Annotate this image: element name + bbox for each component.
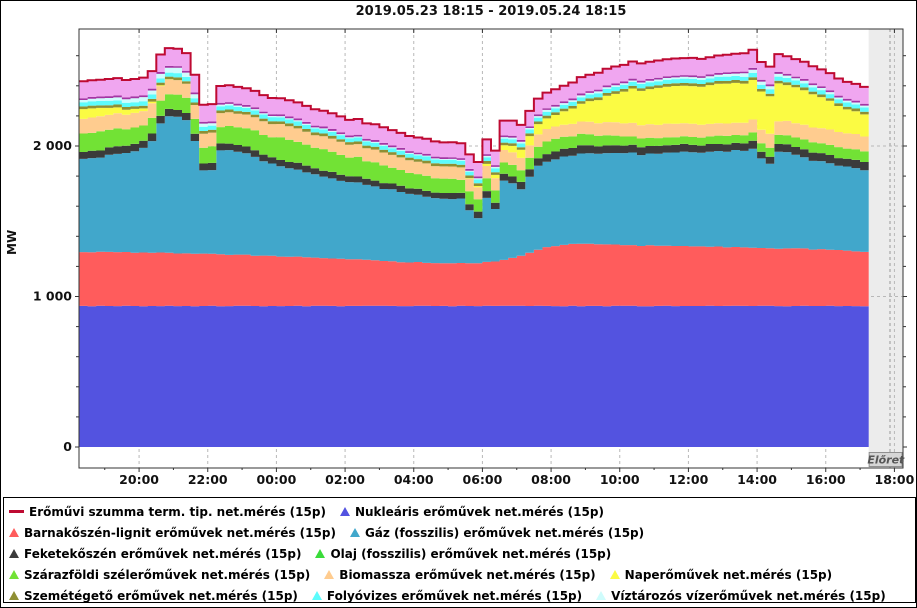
legend-item: Nukleáris erőművek net.mérés (15p) — [339, 501, 604, 522]
legend-label: Barnakőszén-lignit erőművek net.mérés (1… — [24, 525, 336, 540]
plot-border — [78, 28, 904, 469]
legend-label: Szemétégető erőművek net.mérés (15p) — [24, 588, 298, 603]
area-series — [79, 305, 869, 447]
legend-item: Feketekőszén erőművek net.mérés (15p) — [9, 543, 301, 564]
area-series — [79, 116, 869, 264]
y-tick-label: 0 — [63, 439, 72, 454]
x-tick-label: 20:00 — [119, 472, 159, 487]
legend-item: Olaj (fosszilis) erőművek net.mérés (15p… — [315, 543, 611, 564]
stacked-areas — [79, 48, 869, 447]
x-tick-label: 22:00 — [188, 472, 228, 487]
legend-item: Szemétégető erőművek net.mérés (15p) — [9, 585, 298, 606]
legend-area-marker-icon — [349, 528, 360, 537]
legend-label: Biomassza erőművek net.mérés (15p) — [339, 567, 596, 582]
area-series — [79, 79, 869, 188]
legend-item: Víztározós vízerőművek net.mérés (15p) — [596, 585, 886, 606]
legend-area-marker-icon — [339, 507, 350, 516]
legend-label: Olaj (fosszilis) erőművek net.mérés (15p… — [330, 546, 612, 561]
legend-label: Erőművi szumma term. tip. net.mérés (15p… — [29, 504, 326, 519]
x-tick-label: 06:00 — [463, 472, 503, 487]
legend-label: Naperőművek net.mérés (15p) — [624, 567, 833, 582]
x-tick-label: 14:00 — [737, 472, 777, 487]
x-tick-label: 08:00 — [531, 472, 571, 487]
legend-area-marker-icon — [596, 591, 607, 600]
legend-label: Szárazföldi szélerőművek net.mérés (15p) — [24, 567, 311, 582]
legend-line-marker-icon — [9, 510, 24, 513]
production-chart[interactable]: 20:00 22:00 00:00 02:00 04:00 06:00 08:00 10:00… — [1, 1, 917, 495]
legend-item: Biomassza erőművek net.mérés (15p) — [324, 564, 596, 585]
legend-item: Barnakőszén-lignit erőművek net.mérés (1… — [9, 522, 336, 543]
area-series — [79, 48, 869, 177]
legend: Erőművi szumma term. tip. net.mérés (15p… — [3, 497, 916, 603]
y-tick-label: 1 000 — [33, 289, 72, 304]
legend-label: Folyóvizes erőművek net.mérés (15p) — [326, 588, 583, 603]
legend-label: Feketekőszén erőművek net.mérés (15p) — [24, 546, 302, 561]
legend-label: Nukleáris erőművek net.mérés (15p) — [354, 504, 604, 519]
legend-label: Víztározós vízerőművek net.mérés (15p) — [611, 588, 886, 603]
legend-area-marker-icon — [609, 570, 620, 579]
x-tick-label: 18:00 — [875, 472, 915, 487]
x-tick-label: 12:00 — [669, 472, 709, 487]
x-tick-label: 00:00 — [257, 472, 297, 487]
chart-title: 2019.05.23 18:15 - 2019.05.24 18:15 — [355, 4, 627, 19]
legend-area-marker-icon — [315, 549, 326, 558]
x-tick-label: 02:00 — [325, 472, 365, 487]
legend-area-marker-icon — [9, 570, 19, 579]
legend-area-marker-icon — [9, 528, 19, 537]
area-series — [79, 94, 869, 212]
legend-label: Gáz (fosszilis) erőművek net.mérés (15p) — [364, 525, 645, 540]
forecast-label: Előret — [867, 454, 905, 467]
x-tick-label: 10:00 — [600, 472, 640, 487]
legend-item: Szárazföldi szélerőművek net.mérés (15p) — [9, 564, 310, 585]
x-tick-label: 16:00 — [806, 472, 846, 487]
legend-item: Erőművi szumma term. tip. net.mérés (15p… — [9, 501, 326, 522]
legend-area-marker-icon — [311, 591, 322, 600]
legend-item: Folyóvizes erőművek net.mérés (15p) — [311, 585, 583, 606]
legend-area-marker-icon — [9, 591, 19, 600]
forecast-label-box — [868, 452, 903, 467]
y-tick-label: 2 000 — [33, 138, 72, 153]
area-series — [79, 108, 869, 219]
forecast-region — [868, 29, 903, 468]
legend-item: Naperőművek net.mérés (15p) — [609, 564, 833, 585]
area-series — [79, 243, 869, 307]
axis-ticks — [75, 29, 907, 472]
legend-item: Gáz (fosszilis) erőművek net.mérés (15p) — [349, 522, 645, 543]
area-series — [79, 79, 869, 200]
x-tick-label: 04:00 — [394, 472, 434, 487]
total-line — [79, 47, 869, 163]
legend-area-marker-icon — [324, 570, 335, 579]
legend-area-marker-icon — [9, 549, 19, 558]
